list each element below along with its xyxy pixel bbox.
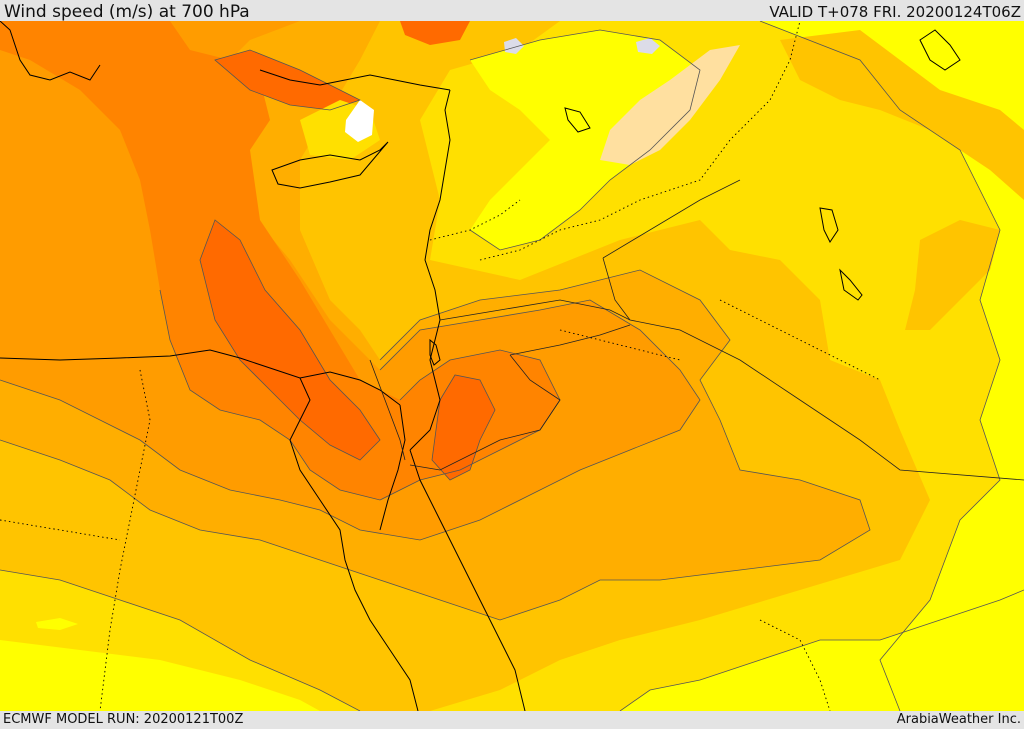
field-gold-east-patch xyxy=(780,30,1024,200)
speed-contours xyxy=(0,21,1024,711)
coastlines xyxy=(0,21,961,711)
field-dark-orange-jet-4 xyxy=(400,21,470,45)
valid-time: VALID T+078 FRI. 20200124T06Z xyxy=(769,3,1021,21)
field-pale-blob-sinai xyxy=(36,618,78,630)
field-weak-southeast xyxy=(620,590,1024,711)
field-dark-orange-jet-3 xyxy=(215,50,360,110)
boundary-lines xyxy=(369,179,1024,481)
field-dark-orange-jet-1 xyxy=(200,220,380,460)
model-run: ECMWF MODEL RUN: 20200121T00Z xyxy=(3,712,244,727)
field-wheat-syria xyxy=(600,45,740,165)
map-title: Wind speed (m/s) at 700 hPa xyxy=(4,2,250,22)
field-weak-southwest xyxy=(0,640,320,711)
header-bar: Wind speed (m/s) at 700 hPa VALID T+078 … xyxy=(0,0,1024,21)
field-gold-patch-2 xyxy=(905,220,1000,330)
field-pale-syria xyxy=(470,30,700,250)
footer-bar: ECMWF MODEL RUN: 20200121T00Z ArabiaWeat… xyxy=(0,711,1024,729)
credit: ArabiaWeather Inc. xyxy=(896,712,1021,727)
field-lavender-1 xyxy=(504,38,524,54)
wind-speed-map xyxy=(0,21,1024,711)
field-lavender-2 xyxy=(636,38,660,54)
field-weak-east xyxy=(760,21,1024,711)
field-white-calm xyxy=(345,100,374,142)
field-dark-orange-jet-2 xyxy=(432,375,495,480)
country-borders xyxy=(0,21,881,711)
